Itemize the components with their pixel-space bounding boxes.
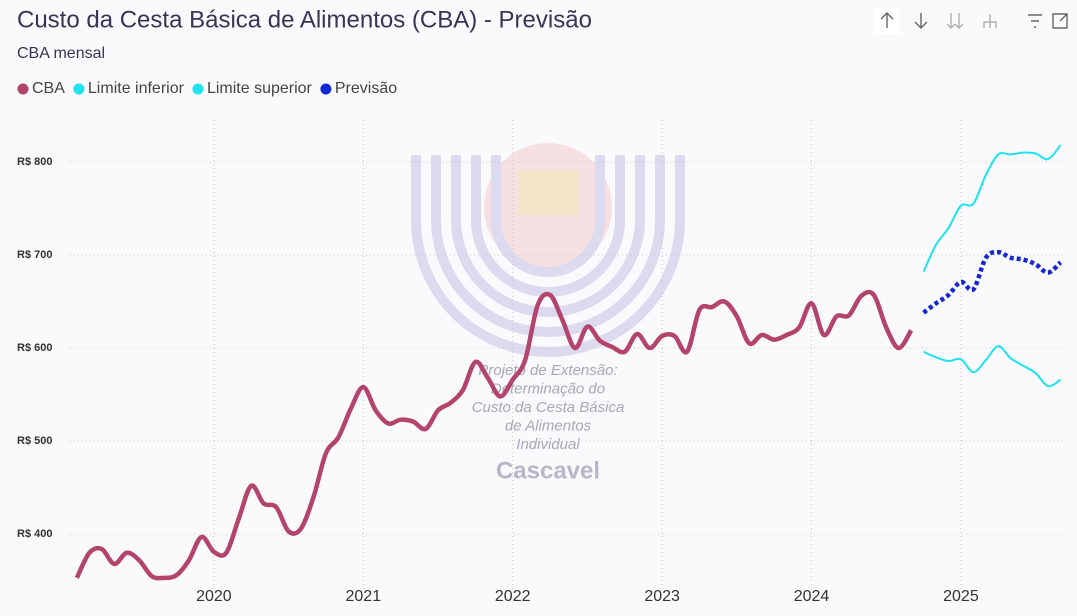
x-tick-label: 2025 xyxy=(943,588,979,605)
series-line xyxy=(922,144,1062,273)
watermark-line: de Alimentos xyxy=(505,417,592,434)
watermark-title: Cascavel xyxy=(496,457,600,484)
legend-marker xyxy=(320,83,332,95)
sort-down-icon[interactable] xyxy=(914,13,928,29)
chart-subtitle: CBA mensal xyxy=(17,45,105,62)
logo-arch xyxy=(451,155,645,317)
x-tick-label: 2020 xyxy=(196,588,232,605)
expand-icon[interactable] xyxy=(983,14,997,28)
drill-icon[interactable] xyxy=(946,13,964,29)
toolbar xyxy=(874,8,1068,34)
y-tick-label: R$ 500 xyxy=(17,435,52,447)
legend-label: Limite superior xyxy=(207,80,313,97)
logo-arch xyxy=(491,155,605,277)
filter-icon[interactable] xyxy=(1028,14,1042,28)
legend-marker xyxy=(192,83,204,95)
watermark-logo xyxy=(411,143,685,357)
watermark-line: Determinação do xyxy=(491,380,605,397)
x-tick-label: 2023 xyxy=(644,588,680,605)
watermark-line: Individual xyxy=(516,436,580,453)
x-tick-label: 2021 xyxy=(346,588,382,605)
legend-marker xyxy=(17,83,29,95)
logo-arch xyxy=(431,155,665,337)
x-tick-label: 2024 xyxy=(794,588,830,605)
legend-label: Previsão xyxy=(335,80,397,97)
logo-basket xyxy=(518,170,578,215)
y-tick-label: R$ 700 xyxy=(17,249,52,261)
y-tick-label: R$ 400 xyxy=(17,528,52,540)
logo-arch xyxy=(411,155,685,357)
watermark-line: Custo da Cesta Básica xyxy=(472,399,625,416)
watermark-text: Projeto de Extensão:Determinação do Custo… xyxy=(472,362,625,484)
series-line xyxy=(74,289,914,581)
x-tick-label: 2022 xyxy=(495,588,531,605)
y-tick-label: R$ 600 xyxy=(17,342,52,354)
series-line xyxy=(923,345,1062,388)
watermark-line: Projeto de Extensão: xyxy=(478,362,617,379)
chart-title: Custo da Cesta Básica de Alimentos (CBA)… xyxy=(17,6,592,33)
legend-label: CBA xyxy=(32,80,65,97)
legend-marker xyxy=(73,83,85,95)
legend-label: Limite inferior xyxy=(88,80,185,97)
sort-up-icon[interactable] xyxy=(880,12,894,28)
logo-circle xyxy=(484,143,612,271)
series-line xyxy=(922,249,1063,315)
y-tick-label: R$ 800 xyxy=(17,156,52,168)
focus-icon[interactable] xyxy=(1052,13,1068,29)
